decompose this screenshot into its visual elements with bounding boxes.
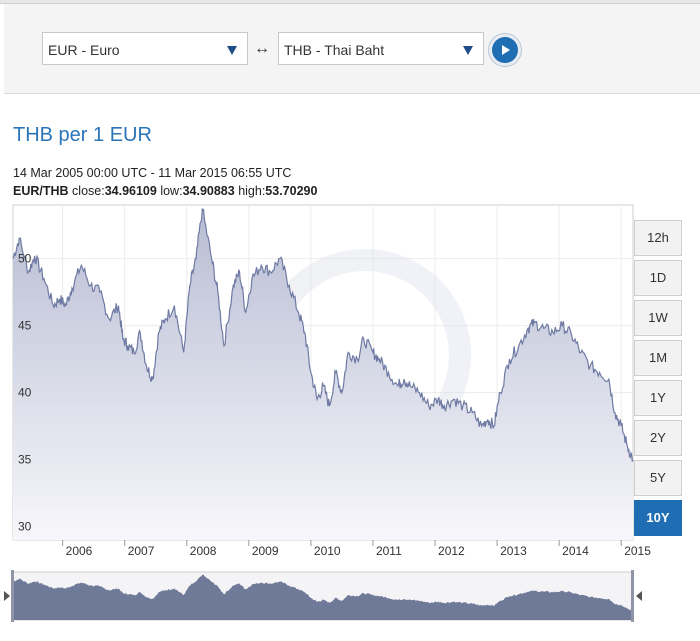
date-range: 14 Mar 2005 00:00 UTC - 11 Mar 2015 06:5… [13,166,292,180]
range-button-1m[interactable]: 1M [634,340,682,376]
range-button-2y[interactable]: 2Y [634,420,682,456]
to-currency-select[interactable]: THB - Thai Baht [278,32,484,65]
x-tick-label: 2013 [500,544,527,558]
go-button[interactable] [488,33,522,67]
chevron-down-icon [463,46,473,55]
navigator-chart[interactable] [0,560,700,625]
range-button-1w[interactable]: 1W [634,300,682,336]
y-tick-label: 35 [18,453,32,467]
chart-title: THB per 1 EUR [13,124,152,146]
swap-arrows-icon[interactable]: ↔ [254,40,270,57]
to-currency-label: THB - Thai Baht [284,42,385,58]
y-tick-label: 30 [18,520,32,534]
pair-label: EUR/THB [13,184,69,198]
navigator-area [13,574,633,620]
low-value: 34.90883 [182,184,235,198]
y-tick-label: 40 [18,386,32,400]
range-button-5y[interactable]: 5Y [634,460,682,496]
range-button-1d[interactable]: 1D [634,260,682,296]
x-tick-label: 2008 [190,544,217,558]
x-tick-label: 2010 [314,544,341,558]
range-button-10y[interactable]: 10Y [634,500,682,536]
play-icon [502,45,510,55]
x-tick-label: 2012 [438,544,465,558]
x-tick-label: 2015 [624,544,651,558]
low-label: low: [160,184,183,198]
from-currency-select[interactable]: EUR - Euro [42,32,248,65]
y-tick-label: 45 [18,319,32,333]
close-value: 34.96109 [104,184,157,198]
high-label: high: [238,184,266,198]
navigator-left-handle[interactable] [11,570,14,622]
x-tick-label: 2014 [562,544,589,558]
chart-stats: EUR/THB close:34.96109 low:34.90883 high… [13,184,317,198]
navigator-right-handle[interactable] [631,570,634,622]
y-tick-label: 50 [18,252,32,266]
go-button-circle [492,37,518,63]
x-tick-label: 2011 [376,544,402,558]
from-currency-label: EUR - Euro [48,42,120,58]
chevron-down-icon [227,46,237,55]
main-chart[interactable]: 30 35 40 45 50 2006 2007 2008 2009 2010 2011 2012 2… [0,195,700,560]
scroll-right-icon[interactable] [636,591,642,601]
high-value: 53.70290 [265,184,318,198]
x-tick-label: 2006 [66,544,93,558]
close-label: close: [72,184,105,198]
scroll-left-icon[interactable] [4,591,10,601]
series-area [13,209,633,540]
top-strip [0,0,700,4]
range-button-1y[interactable]: 1Y [634,380,682,416]
range-button-12h[interactable]: 12h [634,220,682,256]
x-tick-label: 2009 [252,544,279,558]
series-line [12,208,634,462]
x-tick-label: 2007 [128,544,155,558]
